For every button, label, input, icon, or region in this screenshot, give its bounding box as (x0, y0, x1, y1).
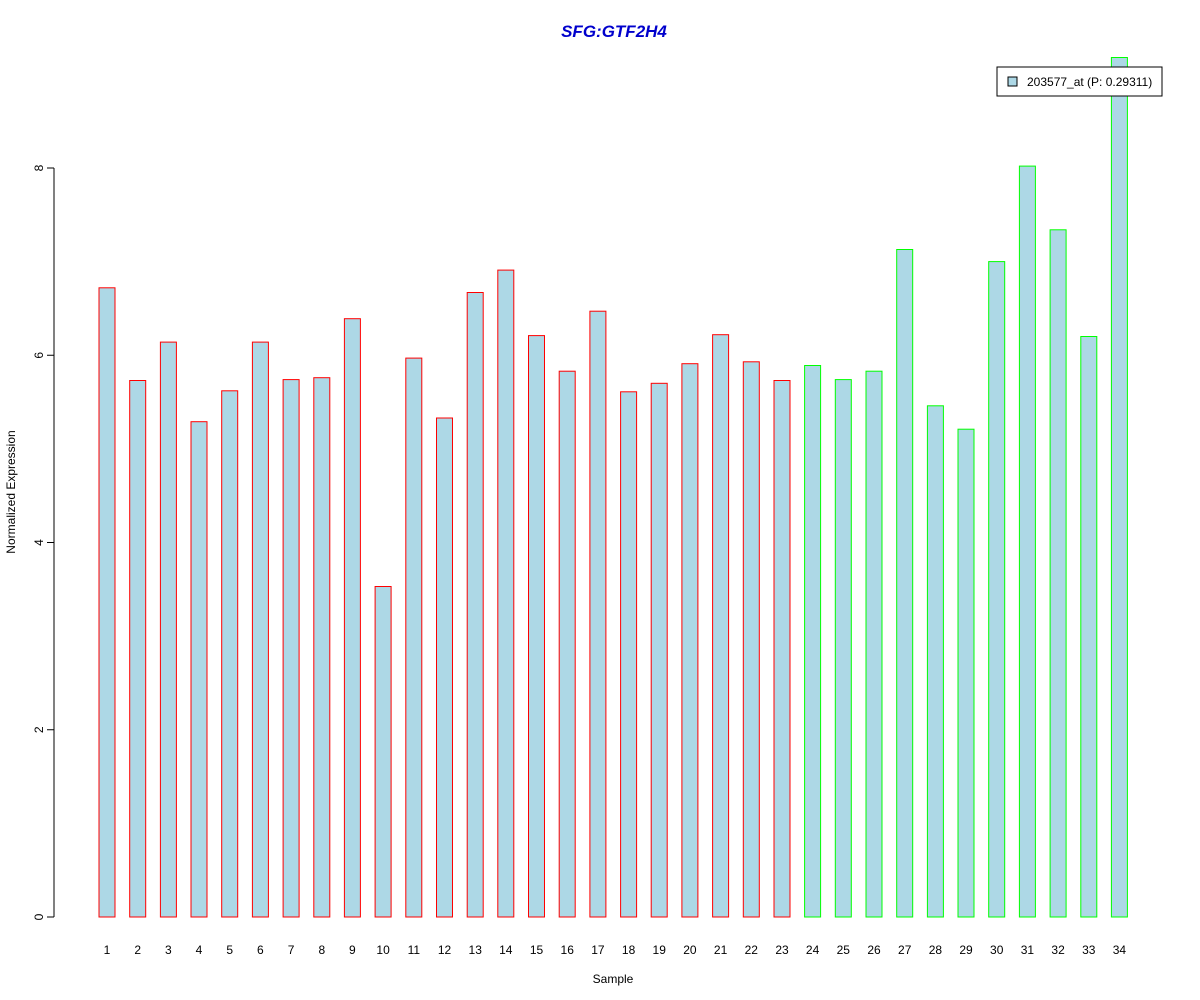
bar (1049, 229, 1067, 918)
bar (681, 363, 699, 918)
x-tick-label: 4 (196, 943, 203, 957)
x-tick-label: 26 (867, 943, 881, 957)
bar (804, 365, 822, 918)
bar (712, 334, 730, 918)
bar (1080, 336, 1098, 918)
x-tick-label: 33 (1082, 943, 1096, 957)
y-tick-label: 6 (32, 352, 46, 359)
bar (834, 379, 852, 918)
bar (650, 382, 668, 918)
bar (773, 380, 791, 918)
bar (988, 261, 1006, 918)
bar (1018, 165, 1036, 918)
y-tick-label: 4 (32, 539, 46, 546)
bar (466, 292, 484, 918)
x-axis-label: Sample (593, 972, 634, 986)
legend-swatch (1007, 76, 1018, 87)
x-tick-label: 7 (288, 943, 295, 957)
bar (251, 341, 269, 918)
bar (497, 269, 515, 918)
bar (343, 318, 361, 918)
x-tick-label: 9 (349, 943, 356, 957)
x-tick-label: 23 (775, 943, 789, 957)
x-tick-label: 29 (959, 943, 973, 957)
x-tick-label: 11 (408, 943, 421, 957)
bar (98, 287, 116, 918)
x-tick-label: 30 (990, 943, 1004, 957)
x-tick-label: 22 (745, 943, 759, 957)
y-tick-label: 8 (32, 164, 46, 171)
x-tick-labels: 1 2 3 4 5 6 7 8 9 10 11 12 13 14 15 16 17 18 19 20 21 22 23 24 2… (104, 943, 1127, 957)
bars-group (98, 57, 1128, 918)
x-tick-label: 14 (499, 943, 513, 957)
bar (896, 249, 914, 918)
x-tick-label: 24 (806, 943, 820, 957)
x-tick-label: 32 (1051, 943, 1065, 957)
bar (620, 391, 638, 918)
x-tick-label: 16 (561, 943, 575, 957)
x-tick-label: 27 (898, 943, 912, 957)
bar (405, 357, 423, 918)
x-tick-label: 18 (622, 943, 636, 957)
bar (589, 310, 607, 918)
x-tick-label: 17 (591, 943, 605, 957)
y-axis: 0 2 4 6 8 (32, 164, 55, 920)
x-tick-label: 21 (714, 943, 728, 957)
bar (190, 421, 208, 918)
chart-title: SFG:GTF2H4 (561, 22, 667, 41)
bar (436, 417, 453, 918)
x-tick-label: 2 (134, 943, 141, 957)
bar (374, 586, 392, 918)
x-tick-label: 28 (929, 943, 943, 957)
x-tick-label: 8 (318, 943, 325, 957)
bar (159, 341, 177, 918)
x-tick-label: 12 (438, 943, 452, 957)
bar (558, 370, 576, 918)
bar (865, 370, 883, 918)
x-tick-label: 34 (1113, 943, 1127, 957)
bar (221, 390, 239, 918)
x-tick-label: 31 (1021, 943, 1035, 957)
x-tick-label: 3 (165, 943, 172, 957)
legend-box (996, 66, 1163, 97)
bar (742, 361, 760, 918)
x-tick-label: 10 (376, 943, 390, 957)
x-tick-label: 19 (653, 943, 667, 957)
y-tick-label: 2 (32, 726, 46, 733)
x-tick-label: 25 (837, 943, 851, 957)
y-tick-label: 0 (32, 913, 46, 920)
bar (528, 335, 545, 918)
bar (926, 405, 944, 918)
bar (313, 377, 331, 918)
x-tick-label: 13 (469, 943, 483, 957)
y-axis-label: Normalized Expression (4, 430, 18, 553)
bar (282, 379, 300, 918)
x-tick-label: 5 (226, 943, 233, 957)
x-tick-label: 1 (104, 943, 111, 957)
bar (129, 380, 147, 918)
bar (1110, 57, 1128, 918)
legend-entry-label: 203577_at (P: 0.29311) (1027, 75, 1152, 89)
x-tick-label: 15 (530, 943, 544, 957)
legend: 203577_at (P: 0.29311) (996, 66, 1163, 97)
x-tick-label: 20 (683, 943, 697, 957)
bar (957, 428, 975, 918)
x-tick-label: 6 (257, 943, 264, 957)
